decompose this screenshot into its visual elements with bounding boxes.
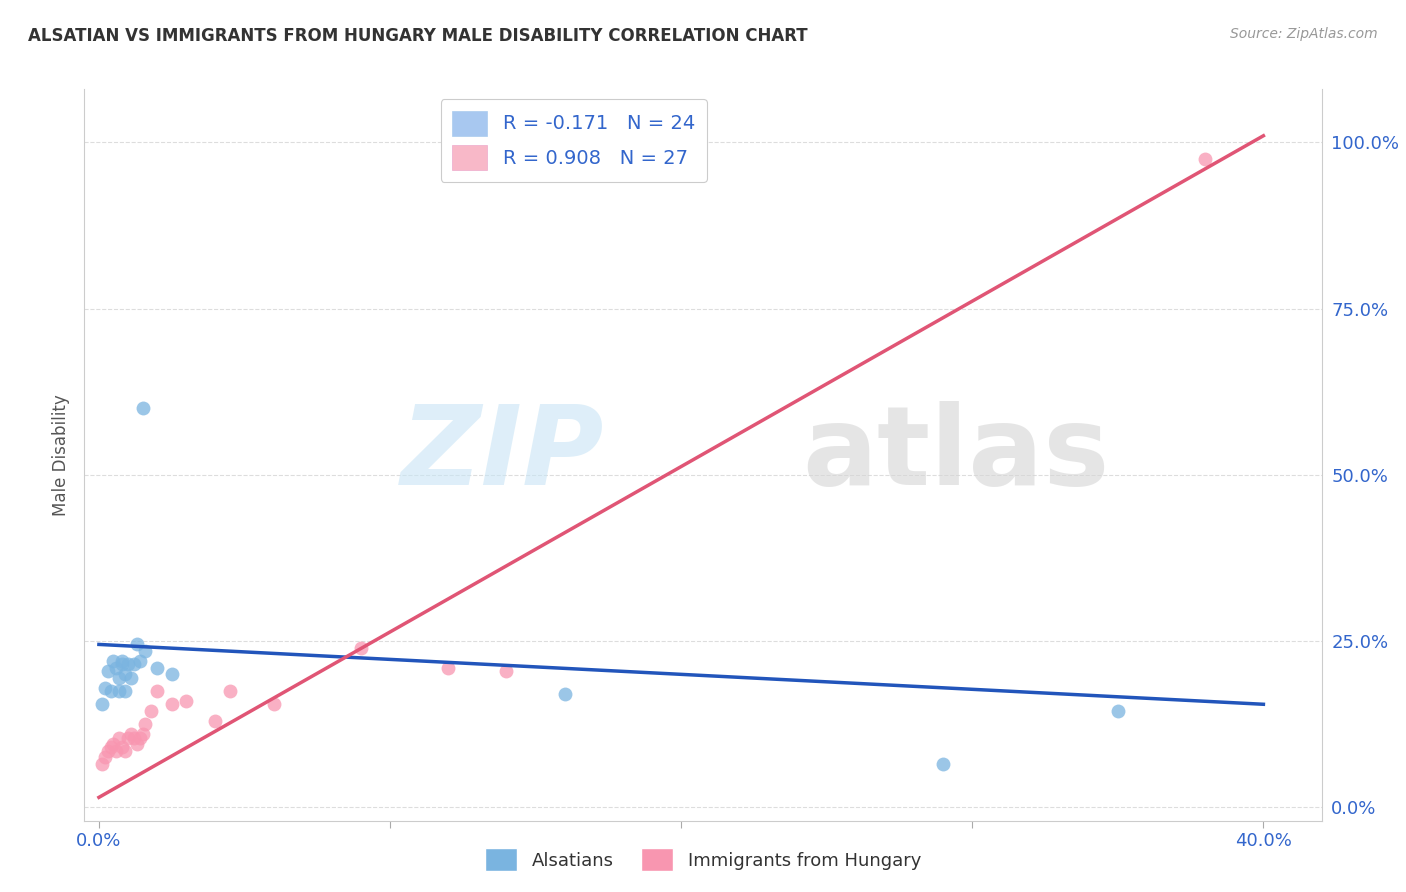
Point	[120, 727, 142, 741]
Point	[263, 698, 285, 712]
Point	[111, 657, 134, 672]
Legend: R = -0.171   N = 24, R = 0.908   N = 27: R = -0.171 N = 24, R = 0.908 N = 27	[440, 99, 707, 182]
Point	[174, 694, 197, 708]
Point	[1194, 152, 1216, 166]
Point	[97, 744, 120, 758]
Point	[122, 731, 145, 745]
Point	[108, 684, 131, 698]
Point	[141, 704, 163, 718]
Y-axis label: Male Disability: Male Disability	[52, 394, 70, 516]
Point	[100, 684, 122, 698]
Point	[128, 654, 150, 668]
Point	[146, 684, 169, 698]
Point	[114, 684, 136, 698]
Point	[103, 737, 125, 751]
Text: ZIP: ZIP	[401, 401, 605, 508]
Point	[437, 661, 460, 675]
Point	[114, 744, 136, 758]
Point	[117, 657, 139, 672]
Point	[122, 657, 145, 672]
Point	[134, 717, 156, 731]
Point	[131, 727, 153, 741]
Point	[932, 757, 955, 772]
Point	[111, 740, 134, 755]
Point	[134, 644, 156, 658]
Point	[554, 687, 576, 701]
Point	[146, 661, 169, 675]
Text: Source: ZipAtlas.com: Source: ZipAtlas.com	[1230, 27, 1378, 41]
Text: atlas: atlas	[801, 401, 1109, 508]
Point	[90, 698, 112, 712]
Point	[160, 667, 183, 681]
Legend: Alsatians, Immigrants from Hungary: Alsatians, Immigrants from Hungary	[478, 841, 928, 879]
Point	[131, 401, 153, 416]
Point	[120, 671, 142, 685]
Point	[93, 681, 115, 695]
Point	[105, 661, 128, 675]
Point	[495, 664, 517, 678]
Point	[350, 640, 373, 655]
Point	[90, 757, 112, 772]
Point	[117, 731, 139, 745]
Point	[97, 664, 120, 678]
Point	[160, 698, 183, 712]
Point	[108, 671, 131, 685]
Point	[125, 737, 148, 751]
Point	[108, 731, 131, 745]
Point	[125, 637, 148, 651]
Point	[128, 731, 150, 745]
Point	[219, 684, 242, 698]
Point	[100, 740, 122, 755]
Point	[114, 667, 136, 681]
Text: ALSATIAN VS IMMIGRANTS FROM HUNGARY MALE DISABILITY CORRELATION CHART: ALSATIAN VS IMMIGRANTS FROM HUNGARY MALE…	[28, 27, 807, 45]
Point	[204, 714, 226, 728]
Point	[105, 744, 128, 758]
Point	[93, 750, 115, 764]
Point	[103, 654, 125, 668]
Point	[1107, 704, 1129, 718]
Point	[111, 654, 134, 668]
